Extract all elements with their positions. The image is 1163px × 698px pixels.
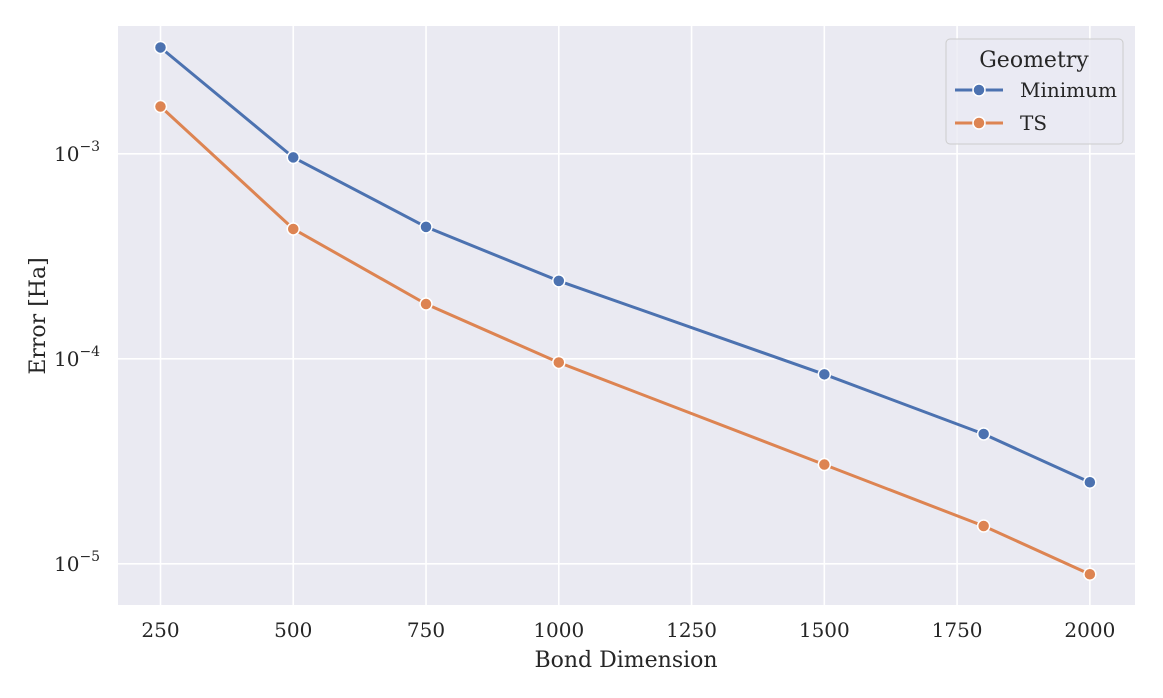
data-point-minimum bbox=[1083, 475, 1097, 490]
x-tick-label: 1750 bbox=[932, 618, 983, 642]
x-axis-label: Bond Dimension bbox=[534, 648, 717, 673]
x-tick-label: 1500 bbox=[799, 618, 850, 642]
data-point-minimum bbox=[552, 274, 566, 288]
x-tick-label: 250 bbox=[141, 618, 179, 642]
data-point-ts bbox=[552, 355, 566, 370]
data-point-ts bbox=[976, 519, 991, 533]
data-point-ts bbox=[419, 297, 433, 311]
y-tick-label: 10−3 bbox=[54, 139, 100, 166]
x-axis-ticks: 250 500 750 1000 1250 1500 1750 2000 bbox=[141, 618, 1115, 642]
data-point-ts bbox=[817, 457, 832, 472]
y-axis-ticks: 10−5 10−4 10−3 bbox=[54, 139, 100, 576]
legend-label-ts: TS bbox=[1020, 111, 1047, 135]
legend-box bbox=[945, 38, 1124, 145]
legend-entries: Minimum TS bbox=[955, 78, 1117, 135]
legend-marker-minimum bbox=[972, 83, 986, 97]
x-tick-label: 2000 bbox=[1064, 618, 1115, 642]
data-point-minimum bbox=[419, 220, 433, 234]
y-tick-label: 10−4 bbox=[54, 344, 100, 371]
data-point-minimum bbox=[976, 427, 991, 441]
x-tick-label: 750 bbox=[407, 618, 445, 642]
data-point-minimum bbox=[153, 40, 168, 55]
x-tick-label: 500 bbox=[274, 618, 312, 642]
x-tick-label: 1000 bbox=[533, 618, 584, 642]
legend-title: Geometry bbox=[979, 48, 1089, 73]
legend: Geometry Minimum TS bbox=[945, 38, 1124, 145]
y-tick-label: 10−5 bbox=[54, 549, 100, 576]
legend-label-minimum: Minimum bbox=[1020, 78, 1117, 102]
data-point-ts bbox=[153, 99, 168, 114]
x-tick-label: 1250 bbox=[666, 618, 717, 642]
data-point-ts bbox=[1083, 567, 1097, 581]
data-point-minimum bbox=[286, 150, 301, 165]
series-lines bbox=[153, 40, 1097, 581]
data-point-ts bbox=[286, 222, 301, 236]
y-axis-label: Error [Ha] bbox=[26, 257, 51, 374]
legend-marker-ts bbox=[972, 116, 986, 130]
data-point-minimum bbox=[817, 367, 832, 382]
